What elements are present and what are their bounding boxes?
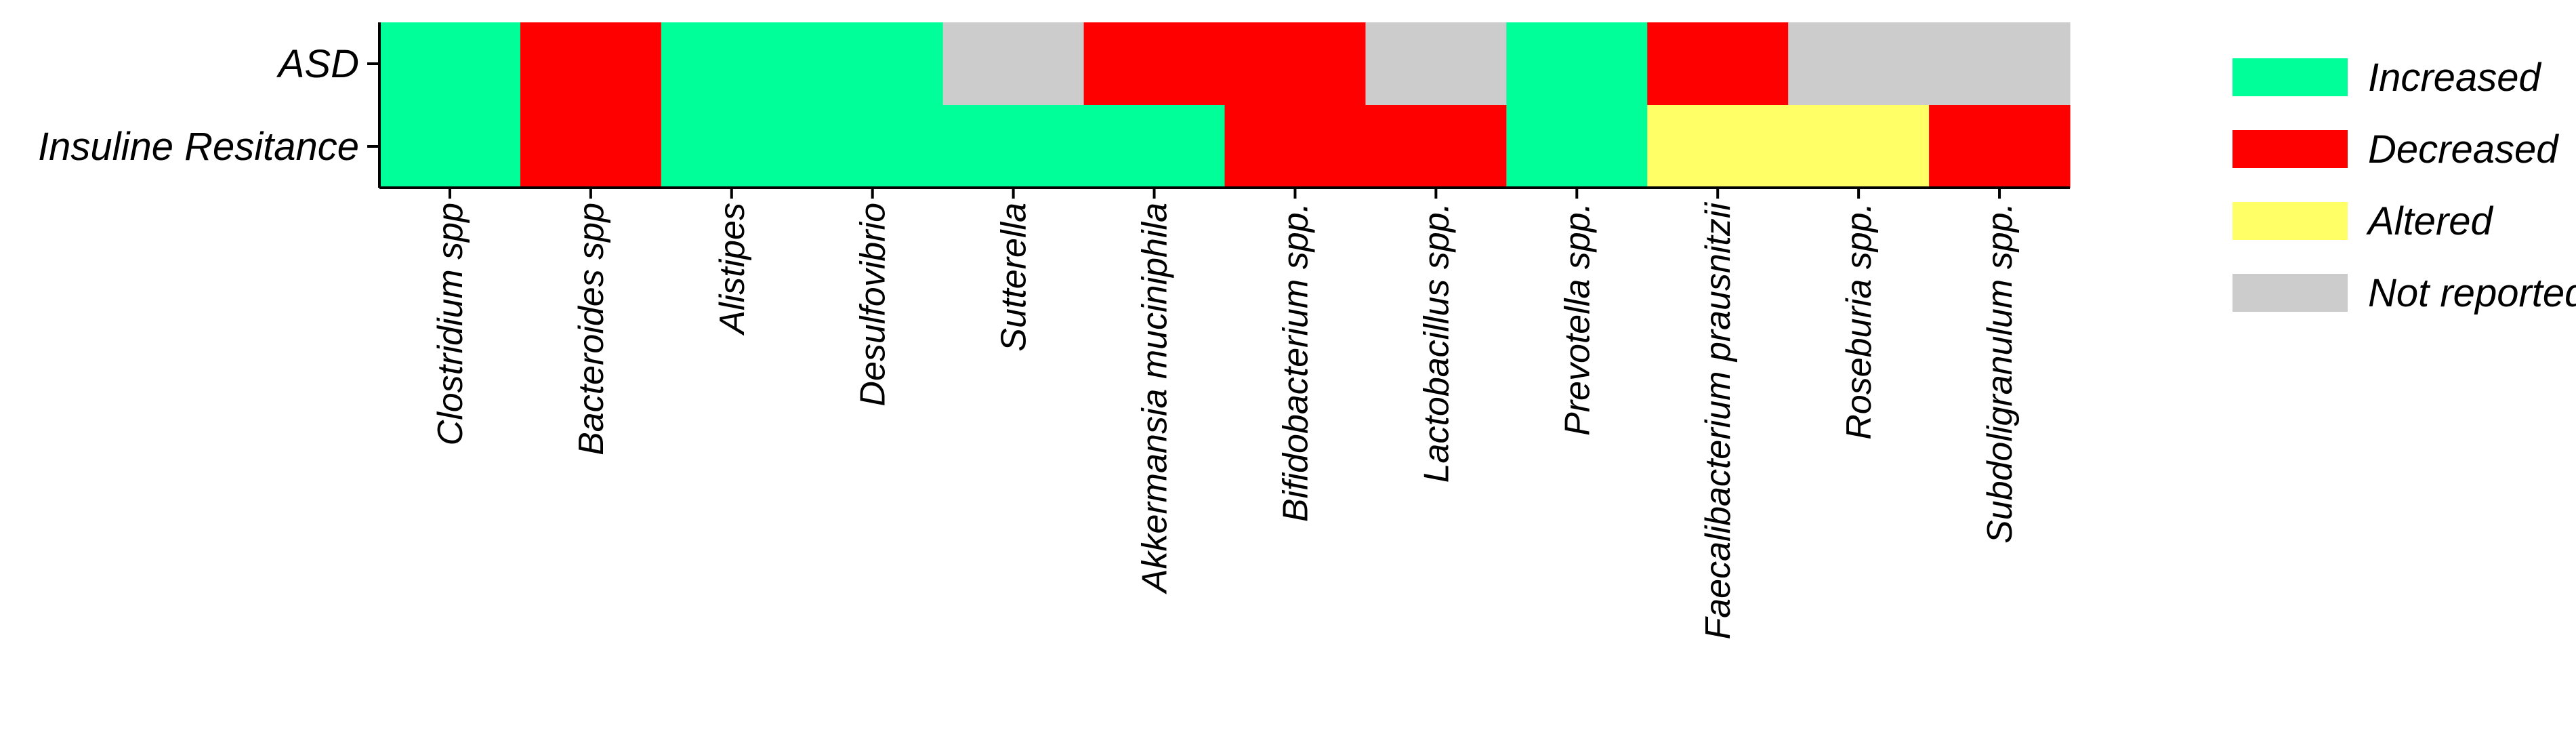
legend-swatch-increased <box>2232 58 2348 96</box>
cell-insuline-resitance-prevotella-spp <box>1506 105 1648 188</box>
legend-label-altered: Altered <box>2366 199 2494 243</box>
cell-insuline-resitance-bifidobacterium-spp <box>1224 105 1367 188</box>
cell-asd-akkermansia-muciniphila <box>1083 22 1226 106</box>
cell-insuline-resitance-faecalibacterium-prausnitzii <box>1647 105 1789 188</box>
legend: Increased Decreased Altered Not reported <box>2232 56 2576 315</box>
column-label-bifidobacterium-spp: Bifidobacterium spp. <box>1276 203 1315 522</box>
heatmap-cells <box>379 22 2071 188</box>
cell-asd-prevotella-spp <box>1506 22 1648 106</box>
cell-insuline-resitance-subdoligranulum-spp <box>1929 105 2071 188</box>
row-labels: ASD Insuline Resitance <box>38 42 359 169</box>
cell-asd-faecalibacterium-prausnitzii <box>1647 22 1789 106</box>
cell-asd-clostridium-spp <box>379 22 521 106</box>
cell-asd-alistipes <box>661 22 803 106</box>
cell-asd-roseburia-spp <box>1788 22 1930 106</box>
column-label-alistipes: Alistipes <box>713 203 752 336</box>
column-label-desulfovibrio: Desulfovibrio <box>854 203 893 407</box>
cell-insuline-resitance-alistipes <box>661 105 803 188</box>
column-label-sutterella: Sutterella <box>995 203 1034 352</box>
legend-swatch-altered <box>2232 202 2348 240</box>
cell-asd-subdoligranulum-spp <box>1929 22 2071 106</box>
cell-insuline-resitance-akkermansia-muciniphila <box>1083 105 1226 188</box>
column-label-akkermansia-muciniphila: Akkermansia muciniphila <box>1136 203 1175 594</box>
row-label-asd: ASD <box>276 42 359 86</box>
column-label-bacteroides-spp: Bacteroides spp <box>572 203 611 455</box>
legend-label-increased: Increased <box>2368 56 2541 100</box>
legend-label-not-reported: Not reported <box>2368 271 2576 315</box>
cell-insuline-resitance-bacteroides-spp <box>520 105 662 188</box>
cell-insuline-resitance-clostridium-spp <box>379 105 521 188</box>
column-labels: Clostridium spp Bacteroides spp Alistipes D… <box>431 202 2020 640</box>
cell-asd-bacteroides-spp <box>520 22 662 106</box>
cell-insuline-resitance-sutterella <box>942 105 1085 188</box>
legend-swatch-decreased <box>2232 130 2348 168</box>
column-label-lactobacillus-spp: Lactobacillus spp. <box>1417 203 1456 483</box>
column-label-faecalibacterium-prausnitzii: Faecalibacterium prausnitzii <box>1699 202 1738 640</box>
legend-label-decreased: Decreased <box>2368 127 2559 171</box>
cell-asd-desulfovibrio <box>802 22 944 106</box>
column-label-clostridium-spp: Clostridium spp <box>431 203 470 445</box>
cell-asd-lactobacillus-spp <box>1365 22 1507 106</box>
cell-insuline-resitance-roseburia-spp <box>1788 105 1930 188</box>
column-label-subdoligranulum-spp: Subdoligranulum spp. <box>1980 203 2020 544</box>
cell-asd-sutterella <box>942 22 1085 106</box>
cell-asd-bifidobacterium-spp <box>1224 22 1367 106</box>
column-label-prevotella-spp: Prevotella spp. <box>1558 203 1597 436</box>
column-label-roseburia-spp: Roseburia spp. <box>1840 203 1879 440</box>
cell-insuline-resitance-lactobacillus-spp <box>1365 105 1507 188</box>
cell-insuline-resitance-desulfovibrio <box>802 105 944 188</box>
heatmap-axes <box>367 22 2070 199</box>
legend-swatch-not-reported <box>2232 274 2348 312</box>
row-label-insuline-resitance: Insuline Resitance <box>38 125 359 169</box>
